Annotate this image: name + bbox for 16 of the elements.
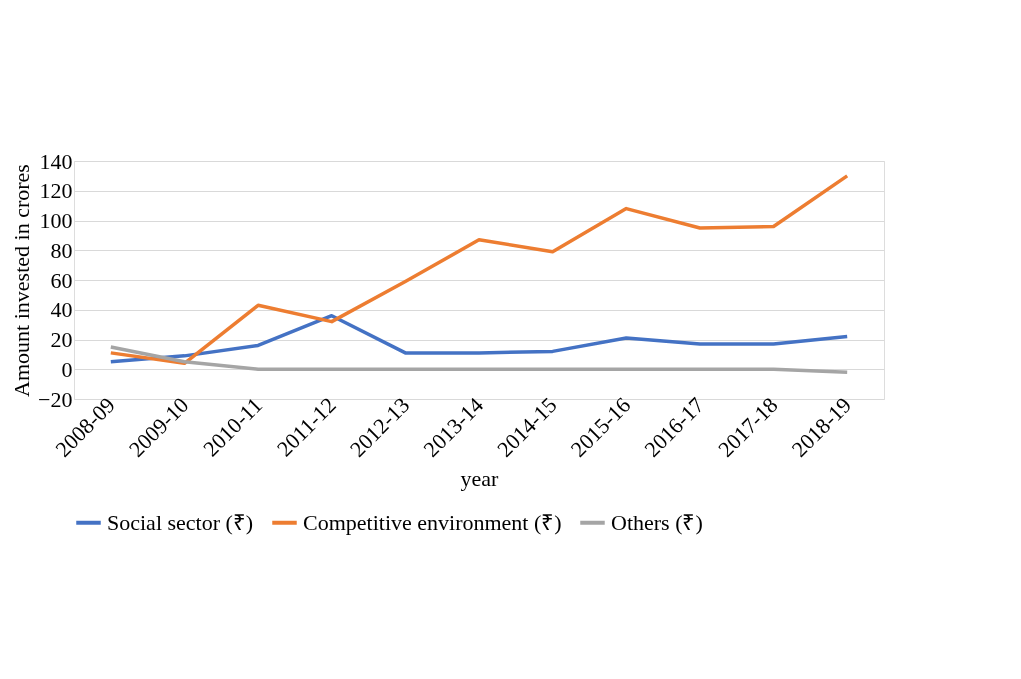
y-tick-label: 100: [39, 208, 73, 233]
legend-label: Social sector (₹): [107, 509, 254, 535]
y-tick-label: 60: [50, 267, 73, 293]
y-tick-label: 40: [50, 297, 73, 323]
legend-label: Others (₹): [611, 509, 703, 535]
line-series: [109, 345, 849, 374]
line-series: [109, 174, 849, 366]
y-tick-label: 20: [50, 327, 73, 352]
y-tick-label: 0: [61, 356, 73, 382]
line-series: [109, 313, 849, 364]
y-tick-label: 120: [39, 178, 73, 204]
y-axis-title: Amount invested in crores: [9, 164, 35, 397]
y-tick-label: 140: [39, 148, 73, 174]
legend-label: Competitive environment (₹): [303, 509, 562, 535]
x-axis-title: year: [460, 466, 500, 492]
y-tick-label: 80: [50, 237, 73, 263]
